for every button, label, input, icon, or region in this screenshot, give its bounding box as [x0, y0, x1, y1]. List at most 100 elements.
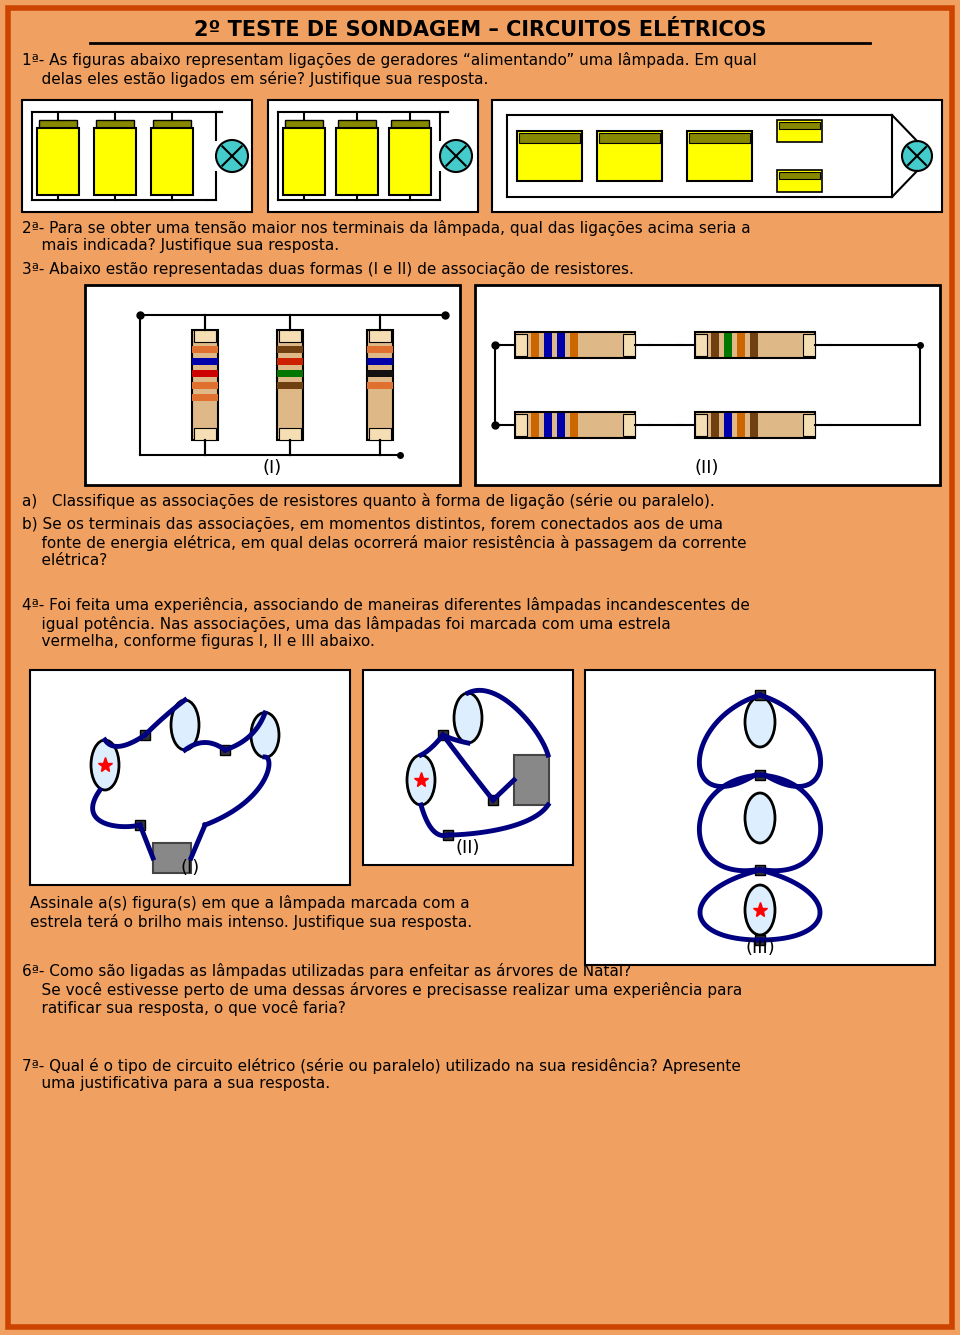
Text: (I): (I) — [180, 858, 200, 877]
Bar — [192, 370, 218, 376]
Bar — [338, 120, 376, 128]
Bar — [803, 414, 815, 437]
Ellipse shape — [407, 756, 435, 805]
Bar — [140, 730, 150, 740]
Bar — [689, 134, 750, 143]
Bar — [363, 670, 573, 865]
Bar — [192, 394, 218, 400]
Bar — [277, 358, 303, 364]
Bar — [695, 414, 707, 437]
Bar — [755, 690, 765, 700]
Ellipse shape — [251, 713, 279, 757]
Bar — [599, 134, 660, 143]
Bar — [515, 334, 527, 356]
Text: (I): (I) — [262, 459, 281, 477]
Circle shape — [902, 142, 932, 171]
Bar — [277, 370, 303, 376]
Bar — [220, 745, 230, 756]
Bar — [336, 128, 378, 195]
Bar — [369, 330, 391, 342]
Bar — [192, 358, 218, 364]
Bar — [755, 934, 765, 945]
Text: 6ª- Como são ligadas as lâmpadas utilizadas para enfeitar as árvores de Natal?
 : 6ª- Como são ligadas as lâmpadas utiliza… — [22, 963, 742, 1016]
Bar — [779, 172, 820, 179]
Bar — [283, 128, 325, 195]
Bar — [687, 131, 752, 182]
Bar — [389, 128, 431, 195]
Text: (II): (II) — [456, 838, 480, 857]
Ellipse shape — [745, 793, 775, 842]
Bar — [367, 370, 393, 376]
Circle shape — [216, 140, 248, 172]
Bar — [22, 100, 252, 212]
Ellipse shape — [745, 885, 775, 934]
Bar — [85, 284, 460, 485]
Bar — [194, 429, 216, 441]
Text: 3ª- Abaixo estão representadas duas formas (I e II) de associação de resistores.: 3ª- Abaixo estão representadas duas form… — [22, 262, 634, 276]
Bar — [750, 413, 758, 437]
Bar — [695, 332, 815, 358]
Bar — [153, 842, 191, 873]
Bar — [695, 334, 707, 356]
Text: a)   Classifique as associações de resistores quanto à forma de ligação (série o: a) Classifique as associações de resisto… — [22, 493, 715, 509]
Bar — [517, 131, 582, 182]
Bar — [192, 346, 218, 352]
Bar — [192, 382, 218, 388]
Bar — [531, 332, 539, 356]
Bar — [367, 330, 393, 441]
Text: (III): (III) — [745, 939, 775, 957]
Text: 1ª- As figuras abaixo representam ligações de geradores “alimentando” uma lâmpad: 1ª- As figuras abaixo representam ligaçõ… — [22, 52, 756, 87]
Bar — [96, 120, 134, 128]
Bar — [695, 413, 815, 438]
Bar — [711, 413, 719, 437]
Bar — [492, 100, 942, 212]
Bar — [597, 131, 662, 182]
Bar — [711, 332, 719, 356]
Circle shape — [440, 140, 472, 172]
Bar — [443, 830, 453, 840]
Bar — [779, 121, 820, 129]
Bar — [585, 670, 935, 965]
Bar — [285, 120, 323, 128]
Bar — [755, 770, 765, 780]
Bar — [724, 413, 732, 437]
Bar — [557, 332, 565, 356]
Text: b) Se os terminais das associações, em momentos distintos, forem conectados aos : b) Se os terminais das associações, em m… — [22, 517, 747, 567]
Bar — [515, 332, 635, 358]
Text: 2ª- Para se obter uma tensão maior nos terminais da lâmpada, qual das ligações a: 2ª- Para se obter uma tensão maior nos t… — [22, 220, 751, 254]
Bar — [570, 413, 578, 437]
Bar — [514, 756, 549, 805]
Bar — [192, 330, 218, 441]
Ellipse shape — [454, 693, 482, 744]
Bar — [475, 284, 940, 485]
Ellipse shape — [91, 740, 119, 790]
Bar — [279, 330, 301, 342]
Bar — [391, 120, 429, 128]
Bar — [750, 332, 758, 356]
Bar — [531, 413, 539, 437]
Bar — [367, 346, 393, 352]
Bar — [30, 670, 350, 885]
Bar — [277, 346, 303, 352]
Bar — [623, 334, 635, 356]
Bar — [194, 330, 216, 342]
Bar — [488, 796, 498, 805]
Bar — [777, 170, 822, 192]
Bar — [755, 865, 765, 874]
Bar — [369, 429, 391, 441]
Text: Assinale a(s) figura(s) em que a lâmpada marcada com a
estrela terá o brilho mai: Assinale a(s) figura(s) em que a lâmpada… — [30, 894, 472, 929]
Ellipse shape — [745, 697, 775, 748]
Bar — [279, 429, 301, 441]
Bar — [37, 128, 79, 195]
Bar — [277, 382, 303, 388]
Bar — [515, 413, 635, 438]
Bar — [777, 120, 822, 142]
Text: (II): (II) — [695, 459, 719, 477]
Bar — [367, 382, 393, 388]
Bar — [737, 413, 745, 437]
Ellipse shape — [171, 700, 199, 750]
Bar — [515, 414, 527, 437]
Bar — [268, 100, 478, 212]
Bar — [94, 128, 136, 195]
Bar — [39, 120, 77, 128]
